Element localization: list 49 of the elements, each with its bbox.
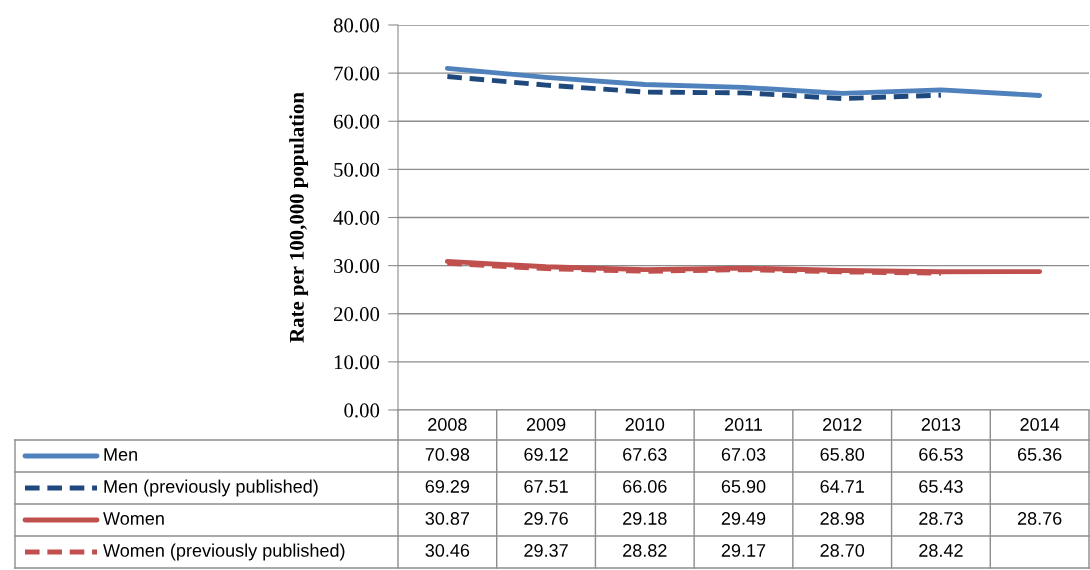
y-axis-title: Rate per 100,000 population bbox=[289, 92, 309, 343]
line-series bbox=[444, 65, 1043, 98]
data-label: 65.80 bbox=[820, 448, 865, 461]
data-label: 29.76 bbox=[524, 512, 568, 525]
y-tick-label: 10.00 bbox=[334, 355, 380, 370]
x-tick-label: 2013 bbox=[921, 418, 961, 431]
data-label: 29.37 bbox=[524, 544, 568, 557]
data-label: 67.63 bbox=[623, 448, 667, 461]
data-label: 29.49 bbox=[721, 512, 766, 525]
data-label: 30.87 bbox=[425, 512, 470, 525]
y-tick-label: 80.00 bbox=[333, 18, 380, 33]
x-tick-label: 2011 bbox=[724, 418, 763, 431]
x-tick-label: 2010 bbox=[625, 418, 665, 431]
data-label: 30.46 bbox=[425, 544, 470, 557]
data-label: 69.12 bbox=[524, 448, 568, 461]
data-label: 29.18 bbox=[623, 512, 667, 525]
data-label: 29.17 bbox=[721, 544, 766, 557]
data-label: 67.51 bbox=[524, 480, 568, 493]
data-label: 28.73 bbox=[919, 512, 963, 525]
data-label: 69.29 bbox=[425, 480, 470, 493]
data-label: 70.98 bbox=[425, 448, 470, 461]
legend-label: Women (previously published) bbox=[103, 543, 345, 561]
y-tick-label: 60.00 bbox=[333, 114, 380, 129]
data-label: 65.90 bbox=[721, 480, 766, 493]
x-tick-label: 2012 bbox=[823, 418, 862, 431]
data-label: 28.98 bbox=[820, 512, 865, 525]
legend-label: Men bbox=[104, 448, 137, 461]
legend-label: Women bbox=[103, 512, 164, 525]
data-label: 65.43 bbox=[919, 480, 963, 493]
data-label: 28.76 bbox=[1017, 512, 1062, 525]
data-label: 28.42 bbox=[919, 544, 963, 557]
data-label: 65.36 bbox=[1017, 448, 1062, 461]
data-label: 28.82 bbox=[623, 544, 667, 557]
y-tick-label: 50.00 bbox=[334, 162, 380, 177]
data-label: 28.70 bbox=[820, 544, 865, 557]
y-tick-label: 20.00 bbox=[333, 307, 380, 322]
y-tick-label: 0.00 bbox=[344, 403, 380, 418]
y-tick-label: 70.00 bbox=[334, 66, 380, 81]
y-tick-label: 30.00 bbox=[334, 259, 380, 274]
y-tick-label: 40.00 bbox=[333, 210, 380, 226]
data-label: 67.03 bbox=[721, 448, 766, 461]
data-label: 66.06 bbox=[623, 480, 667, 493]
data-label: 64.71 bbox=[820, 480, 864, 493]
data-label: 66.53 bbox=[919, 448, 963, 461]
x-tick-label: 2014 bbox=[1020, 418, 1060, 431]
line-series bbox=[444, 74, 944, 102]
legend-label: Men (previously published) bbox=[104, 479, 318, 497]
x-tick-label: 2008 bbox=[428, 418, 467, 431]
x-tick-label: 2009 bbox=[526, 418, 566, 431]
